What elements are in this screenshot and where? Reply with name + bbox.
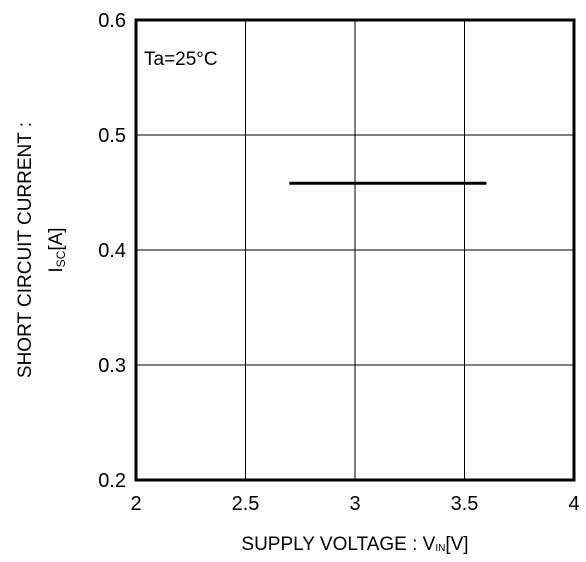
y-axis-label: SHORT CIRCUIT CURRENT : ISC[A] (15, 122, 68, 378)
y-axis-label-main: I (46, 267, 67, 272)
y-axis-label-line1: SHORT CIRCUIT CURRENT : (15, 122, 36, 378)
x-axis-label-subscript: IN (435, 543, 445, 554)
x-tick-label: 3.5 (451, 493, 479, 515)
x-axis-label-unit: [V] (445, 534, 468, 555)
y-tick-label: 0.2 (98, 470, 126, 492)
y-tick-label: 0.6 (98, 10, 126, 32)
y-axis-label-subscript: SC (54, 250, 68, 267)
plot-frame (134, 18, 576, 482)
y-tick-label: 0.5 (98, 125, 126, 147)
y-axis-label-line2: ISC[A] (46, 227, 68, 272)
x-tick-label: 3 (349, 493, 360, 515)
grid-lines (136, 20, 574, 480)
x-axis-label-text: SUPPLY VOLTAGE : V (241, 534, 435, 555)
temperature-annotation: Ta=25°C (144, 49, 218, 70)
y-tick-label: 0.3 (98, 355, 126, 377)
x-tick-label: 2.5 (232, 493, 260, 515)
y-tick-labels: 0.2 0.3 0.4 0.5 0.6 (98, 10, 126, 492)
y-tick-label: 0.4 (98, 240, 126, 262)
x-tick-label: 2 (130, 493, 141, 515)
x-tick-label: 4 (568, 493, 579, 515)
x-axis-label: SUPPLY VOLTAGE : VIN[V] (241, 534, 468, 555)
x-tick-labels: 2 2.5 3 3.5 4 (130, 493, 579, 515)
y-axis-label-unit: [A] (46, 227, 67, 250)
